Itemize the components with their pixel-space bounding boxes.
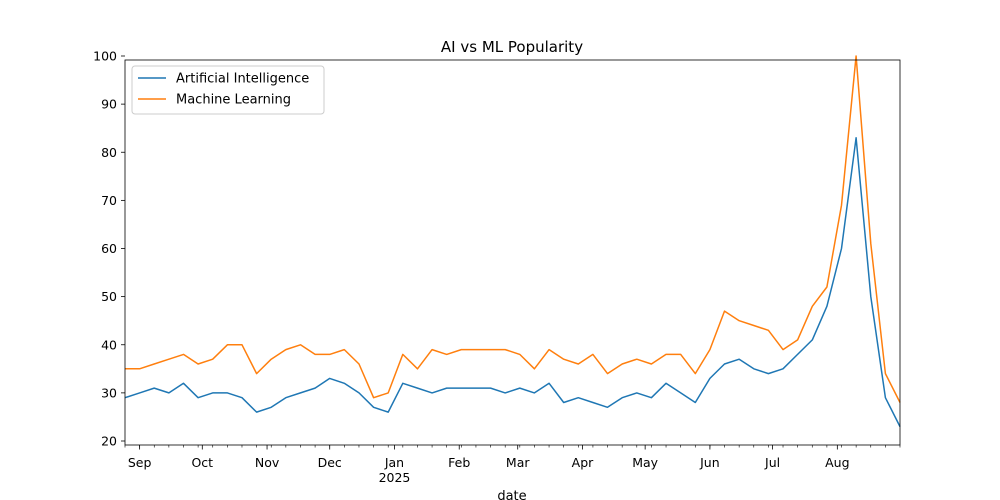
series-line-2 [125,55,901,403]
x-tick-label: Apr [572,455,594,470]
x-tick-label: Nov [255,455,280,470]
x-tick-label: Jul [764,455,780,470]
y-tick-label: 20 [101,434,117,449]
legend-box [131,65,325,115]
x-tick-label: Feb [448,455,470,470]
x-axis-label: date [497,489,526,500]
legend-label: Artificial Intelligence [176,72,309,87]
y-tick-label: 80 [101,145,117,160]
x-tick-label: Jun [699,455,720,470]
series-line-1 [124,137,901,427]
y-tick-label: 70 [101,193,117,208]
x-tick-label: Sep [128,455,152,470]
x-tick-label: Jan [384,455,404,470]
y-tick-label: 60 [101,241,117,256]
x-tick-label: Dec [318,455,342,470]
chart-title: AI vs ML Popularity [441,38,583,56]
plot-frame [124,59,901,446]
x-tick-sublabel: 2025 [379,470,411,485]
x-tick-label: May [632,455,658,470]
x-tick-label: Oct [191,455,213,470]
y-tick-label: 90 [101,97,117,112]
y-tick-label: 40 [101,337,117,352]
x-tick-label: Aug [825,455,849,470]
y-tick-label: 50 [101,289,117,304]
x-tick-label: Mar [506,455,530,470]
legend: Artificial Intelligence Machine Learning [131,65,325,115]
legend-label: Machine Learning [176,93,291,108]
y-axis: 20 30 40 50 60 70 80 90 100 [93,49,125,449]
y-tick-label: 100 [93,49,117,64]
plot-area [124,55,901,446]
y-tick-label: 30 [101,385,117,400]
